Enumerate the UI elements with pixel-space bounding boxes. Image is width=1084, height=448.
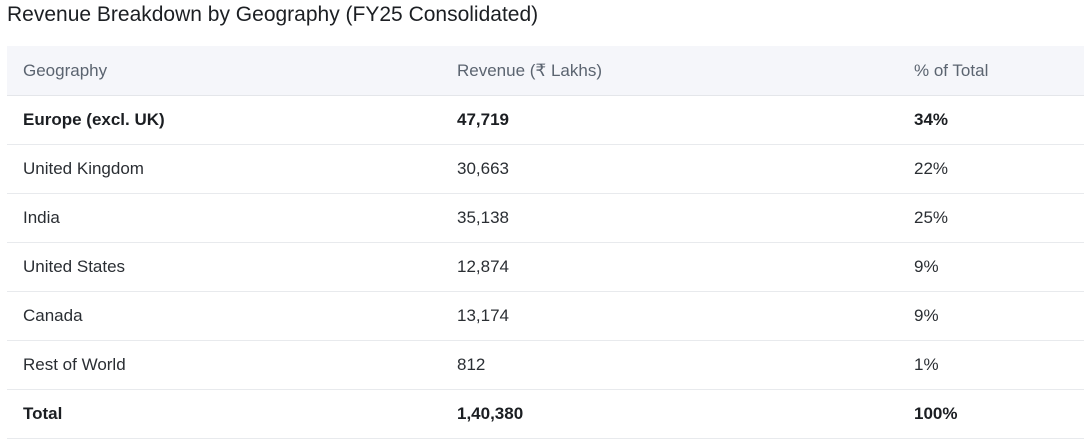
percent-cell: 9% xyxy=(914,306,939,325)
column-header-percent: % of Total xyxy=(914,60,989,80)
table-row: Canada 13,174 9% xyxy=(7,292,1084,341)
column-header-geography: Geography xyxy=(23,60,108,80)
percent-cell: 100% xyxy=(914,404,958,423)
table-row: Rest of World 812 1% xyxy=(7,341,1084,390)
revenue-cell: 1,40,380 xyxy=(457,404,524,423)
percent-cell: 25% xyxy=(914,208,949,227)
revenue-cell: 47,719 xyxy=(457,110,509,129)
table-row: India 35,138 25% xyxy=(7,194,1084,243)
geography-cell: Europe (excl. UK) xyxy=(23,110,165,129)
revenue-cell: 812 xyxy=(457,355,486,374)
column-header-revenue: Revenue (₹ Lakhs) xyxy=(457,60,602,80)
geography-cell: United States xyxy=(23,257,126,276)
revenue-table: Geography Revenue (₹ Lakhs) % of Total E… xyxy=(7,46,1084,439)
revenue-cell: 30,663 xyxy=(457,159,509,178)
geography-cell: Total xyxy=(23,404,63,423)
geography-cell: India xyxy=(23,208,60,227)
revenue-cell: 12,874 xyxy=(457,257,509,276)
table-row: United States 12,874 9% xyxy=(7,243,1084,292)
percent-cell: 1% xyxy=(914,355,939,374)
geography-cell: Rest of World xyxy=(23,355,126,374)
percent-cell: 34% xyxy=(914,110,949,129)
table-header-row: Geography Revenue (₹ Lakhs) % of Total xyxy=(7,46,1084,96)
table-total-row: Total 1,40,380 100% xyxy=(7,390,1084,439)
geography-cell: Canada xyxy=(23,306,83,325)
table-row: Europe (excl. UK) 47,719 34% xyxy=(7,96,1084,145)
table-row: United Kingdom 30,663 22% xyxy=(7,145,1084,194)
revenue-cell: 13,174 xyxy=(457,306,509,325)
page-title: Revenue Breakdown by Geography (FY25 Con… xyxy=(7,3,539,26)
revenue-cell: 35,138 xyxy=(457,208,509,227)
percent-cell: 22% xyxy=(914,159,949,178)
percent-cell: 9% xyxy=(914,257,939,276)
geography-cell: United Kingdom xyxy=(23,159,144,178)
